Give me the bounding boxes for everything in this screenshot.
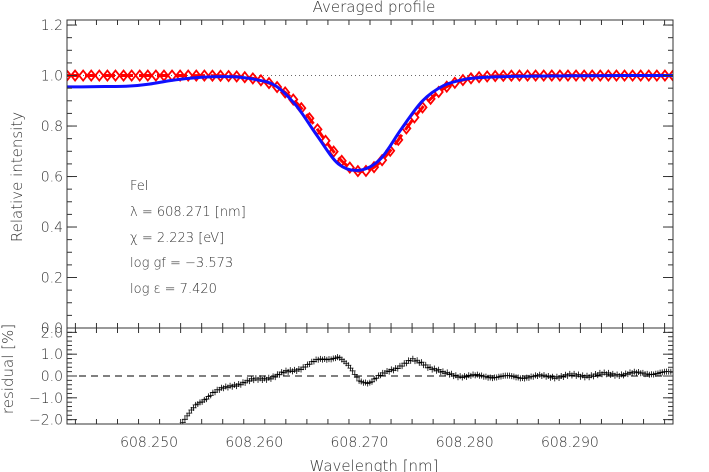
model-point [102,69,113,82]
model-point [627,69,638,82]
model-point [490,69,501,83]
model-point [247,71,258,85]
model-point [183,69,194,82]
residual-point [399,363,406,370]
abundance-label: log ε = 7.420 [130,282,217,297]
model-point [514,69,525,83]
model-point [635,69,646,82]
model-point [78,69,89,82]
model-point [150,69,162,82]
model-point [659,69,671,82]
residual-y-tick-label: −1.0 [29,391,63,407]
residual-y-tick-label: 1.0 [41,347,63,363]
model-point [142,69,153,82]
residual-y-tick-label: 2.0 [41,325,63,341]
model-point [538,69,549,82]
x-tick-label: 608.260 [225,435,283,451]
model-point [223,69,234,83]
model-point [134,69,145,82]
residual-point [349,367,356,374]
x-axis-label: Wavelength [nm] [309,457,438,472]
model-point [67,69,73,82]
y-tick-label: 1.2 [41,18,63,34]
model-point [498,69,509,83]
model-point [587,69,598,82]
y-tick-label: 1.0 [41,69,63,85]
residual-point [353,374,360,381]
model-point [578,69,590,82]
wavelength-label: λ = 608.271 [nm] [130,205,246,220]
x-tick-label: 608.250 [120,435,178,451]
model-point [530,69,541,82]
residual-y-axis-label: residual [%] [0,324,17,414]
x-tick-label: 608.280 [436,435,494,451]
model-point [643,69,654,82]
model-point [239,70,250,84]
model-point [611,69,622,82]
y-tick-label: 0.8 [41,119,63,135]
model-point [199,69,210,83]
model-point [110,69,121,82]
model-point [191,69,202,83]
model-point [473,70,485,84]
model-point [667,69,673,82]
model-point [651,69,662,82]
residual-plot-panel: −2.0 −1.0 0.0 1.0 2.0 608.250 608.260 608.270 60… [29,325,674,451]
model-point [570,69,582,82]
residual-point [186,410,193,417]
y-tick-label: 0.6 [41,170,63,186]
y-tick-label: 0.2 [41,271,63,287]
y-tick-label: 0.4 [41,220,63,236]
element-label: FeI [130,179,149,194]
model-point [482,69,493,83]
model-point [118,69,129,82]
residual-point [181,416,188,423]
x-tick-label: 608.270 [331,435,389,451]
model-point [554,69,566,82]
model-line [67,74,673,174]
model-point [69,69,81,82]
x-tick-label: 608.290 [541,435,599,451]
main-plot-panel: 0.0 0.2 0.4 0.6 0.8 1.0 1.2 [41,18,674,337]
model-point [546,69,557,82]
model-point [619,69,630,82]
model-point [562,69,574,82]
model-point [126,69,137,82]
line-info-annotation: FeI λ = 608.271 [nm] χ = 2.223 [eV] log … [130,179,246,297]
model-point [595,69,606,82]
model-point [344,161,355,175]
loggf-label: log gf = −3.573 [130,256,233,271]
model-point [231,70,242,83]
observed-line [67,74,673,172]
model-point [603,69,614,82]
residual-series [179,354,673,424]
y-tick-label: 0.0 [41,321,63,337]
residual-y-tick-label: −2.0 [29,413,63,429]
residual-point [670,369,673,376]
model-point [506,69,517,83]
excitation-label: χ = 2.223 [eV] [130,231,224,246]
chart-title: Averaged profile [313,0,436,16]
model-point [86,69,97,82]
y-axis-label: Relative intensity [8,112,26,242]
model-point [215,69,226,83]
residual-y-tick-label: 0.0 [41,369,63,385]
model-point [207,69,218,83]
model-series [67,69,673,178]
model-point [522,69,533,83]
model-point [94,69,105,82]
